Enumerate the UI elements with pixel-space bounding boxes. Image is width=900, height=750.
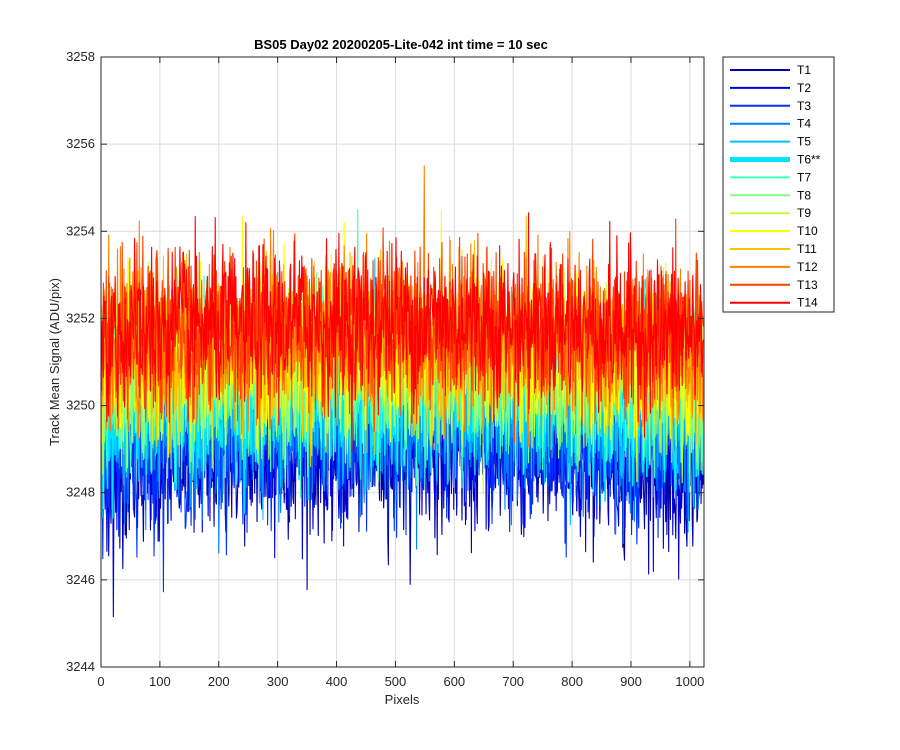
legend-box xyxy=(722,56,835,313)
legend-label: T14 xyxy=(797,296,818,310)
x-tick-label: 1000 xyxy=(675,674,704,689)
legend-label: T3 xyxy=(797,99,811,113)
legend-label: T9 xyxy=(797,206,811,220)
legend-label: T8 xyxy=(797,188,811,202)
y-tick-label: 3252 xyxy=(66,310,95,325)
x-tick-label: 500 xyxy=(385,674,407,689)
x-tick-label: 100 xyxy=(149,674,171,689)
series-line-t14 xyxy=(100,212,704,459)
x-tick-label: 700 xyxy=(502,674,524,689)
x-tick-label: 800 xyxy=(561,674,583,689)
x-axis-label: Pixels xyxy=(385,692,420,707)
legend-label: T2 xyxy=(797,81,811,95)
x-tick-label: 600 xyxy=(443,674,465,689)
legend-label: T1 xyxy=(797,63,811,77)
y-tick-label: 3256 xyxy=(66,136,95,151)
legend: T1 T2 T3 T4 T5 T6** T7 T8 T9 T10 T11 T12 T13 T14 xyxy=(722,56,835,313)
legend-label: T5 xyxy=(797,135,811,149)
legend-label: T6** xyxy=(797,153,821,167)
y-tick-label: 3244 xyxy=(66,659,95,674)
legend-label: T13 xyxy=(797,278,818,292)
y-tick-label: 3246 xyxy=(66,572,95,587)
legend-label: T10 xyxy=(797,224,818,238)
y-tick-label: 3250 xyxy=(66,398,95,413)
x-tick-label: 900 xyxy=(620,674,642,689)
plot-frame xyxy=(100,56,705,668)
y-axis-label: Track Mean Signal (ADU/pix) xyxy=(47,278,62,446)
legend-label: T12 xyxy=(797,260,818,274)
chart-title: BS05 Day02 20200205-Lite-042 int time = … xyxy=(254,37,548,52)
plot-series xyxy=(100,165,705,618)
x-tick-label: 400 xyxy=(326,674,348,689)
legend-label: T4 xyxy=(797,117,811,131)
axes: 0 100 200 300 400 500 600 700 800 900 1000 3244 3246… xyxy=(66,49,704,689)
x-tick-label: 200 xyxy=(208,674,230,689)
y-tick-label: 3248 xyxy=(66,485,95,500)
legend-label: T7 xyxy=(797,170,811,184)
x-tick-label: 0 xyxy=(97,674,104,689)
y-tick-label: 3254 xyxy=(66,223,95,238)
legend-label: T11 xyxy=(797,242,817,256)
x-tick-label: 300 xyxy=(267,674,289,689)
y-tick-label: 3258 xyxy=(66,49,95,64)
